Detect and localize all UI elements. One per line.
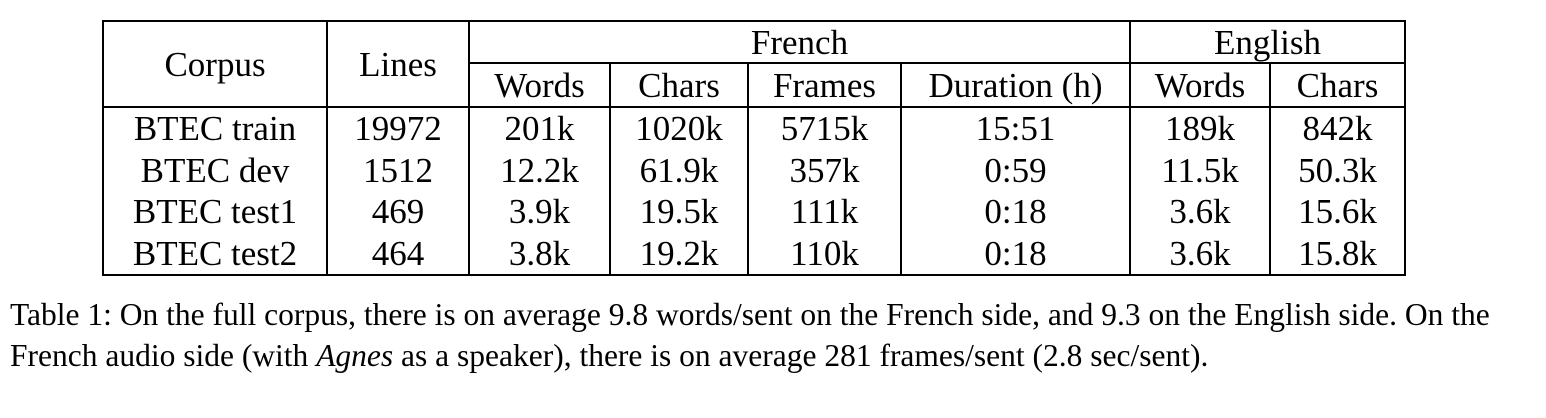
cell-fr-words: 3.8k: [469, 232, 611, 275]
cell-en-words: 3.6k: [1130, 232, 1271, 275]
cell-lines: 469: [327, 191, 470, 233]
cell-fr-chars: 19.2k: [610, 232, 749, 275]
cell-en-chars: 50.3k: [1298, 150, 1377, 190]
header-en-words: Words: [1130, 63, 1271, 108]
header-french: French: [469, 21, 1131, 64]
corpus-table-container: Corpus Lines French English Words Chars …: [102, 20, 1406, 276]
cell-fr-frames: 5715k: [748, 107, 902, 150]
table-row: BTEC test1 469 3.9k 19.5k 111k 0:18 3.6k…: [103, 191, 1405, 233]
caption-text-start: Table 1: On the full corpus, there is on…: [10, 297, 1490, 373]
header-fr-frames: Frames: [748, 63, 902, 108]
table-row: BTEC dev 1512 12.2k 61.9k 357k 0:59 11.5…: [103, 149, 1405, 191]
cell-en-words: 3.6k: [1130, 191, 1271, 233]
cell-fr-frames: 357k: [748, 149, 902, 191]
cell-fr-words: 201k: [469, 107, 611, 150]
cell-lines: 464: [327, 232, 470, 275]
cell-fr-duration: 0:18: [901, 232, 1131, 275]
cell-en-words: 11.5k: [1130, 149, 1271, 191]
header-fr-chars: Chars: [610, 63, 749, 108]
cell-fr-frames: 111k: [748, 191, 902, 233]
header-row-sub: Words Chars Frames Duration (h) Words Ch…: [103, 63, 1405, 108]
cell-corpus: BTEC dev: [103, 149, 328, 191]
header-lines: Lines: [327, 21, 470, 108]
cell-fr-duration: 15:51: [901, 107, 1131, 150]
cell-corpus: BTEC train: [103, 107, 328, 150]
cell-fr-chars: 1020k: [610, 107, 749, 150]
caption-text-end: as a speaker), there is on average 281 f…: [393, 338, 1209, 373]
cell-fr-chars: 61.9k: [610, 149, 749, 191]
table-caption: Table 1: On the full corpus, there is on…: [10, 294, 1540, 376]
cell-corpus: BTEC test2: [103, 232, 328, 275]
cell-en-chars: 842k: [1302, 109, 1373, 149]
cell-lines: 19972: [327, 107, 470, 150]
corpus-statistics-table: Corpus Lines French English Words Chars …: [102, 20, 1406, 276]
cell-corpus: BTEC test1: [103, 191, 328, 233]
cell-fr-duration: 0:18: [901, 191, 1131, 233]
cell-fr-frames: 110k: [748, 232, 902, 275]
cell-en-chars: 15.8k: [1298, 233, 1377, 273]
cell-fr-words: 12.2k: [469, 149, 611, 191]
cell-en-chars: 15.6k: [1298, 192, 1377, 232]
cell-fr-duration: 0:59: [901, 149, 1131, 191]
header-fr-duration: Duration (h): [901, 63, 1131, 108]
table-row: BTEC train 19972 201k 1020k 5715k 15:51 …: [103, 107, 1405, 150]
header-english: English: [1130, 21, 1405, 64]
cell-fr-chars: 19.5k: [610, 191, 749, 233]
table-row: BTEC test2 464 3.8k 19.2k 110k 0:18 3.6k…: [103, 232, 1405, 275]
header-fr-words: Words: [469, 63, 611, 108]
cell-lines: 1512: [327, 149, 470, 191]
header-en-chars: Chars: [1270, 63, 1405, 108]
caption-speaker-name: Agnes: [316, 338, 394, 373]
cell-fr-words: 3.9k: [469, 191, 611, 233]
cell-en-words: 189k: [1130, 107, 1271, 150]
header-row-top: Corpus Lines French English: [103, 21, 1405, 108]
header-corpus: Corpus: [103, 21, 328, 108]
